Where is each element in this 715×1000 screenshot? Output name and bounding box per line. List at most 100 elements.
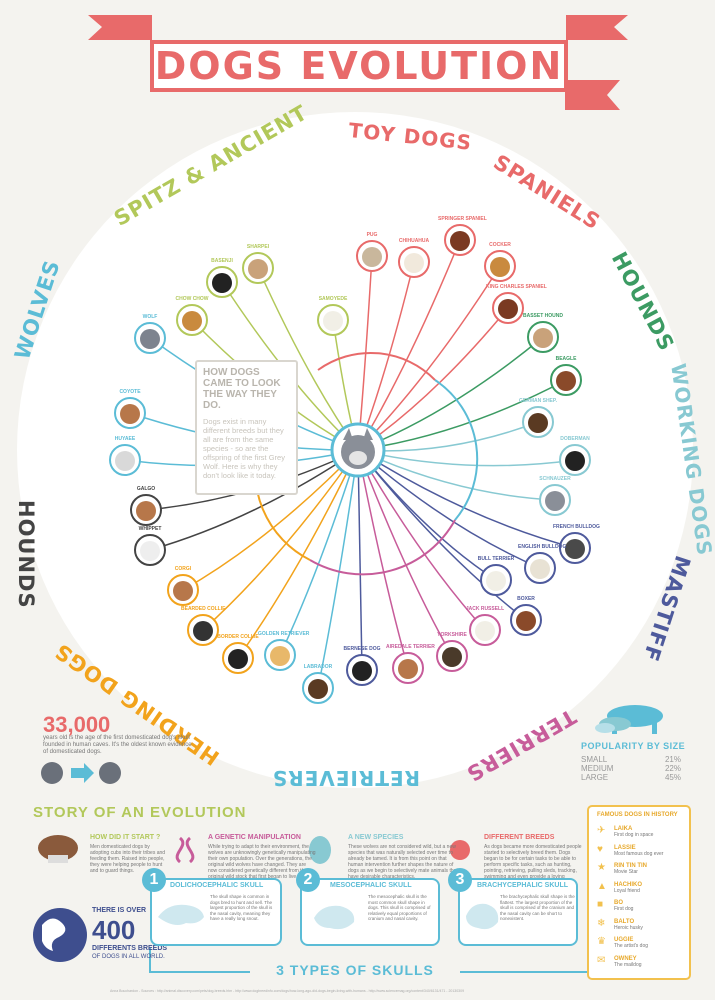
story-card-text: These wolves are not considered wild, bu…	[348, 844, 458, 880]
famous-dog-icon: ❄	[597, 917, 606, 929]
breeds-icon	[450, 840, 470, 860]
dog-face-icon	[530, 559, 550, 579]
famous-dog-item: LAIKA First dog in space	[614, 826, 688, 838]
popularity-value: 22%	[664, 764, 681, 773]
dog-name-label: BULL TERRIER	[477, 556, 515, 562]
famous-dog-desc: Most famous dog ever	[614, 850, 664, 857]
famous-dog-name: RIN TIN TIN	[614, 863, 647, 869]
dog-name-label: BASENJI	[211, 258, 233, 264]
breeds-number: 400	[92, 915, 136, 945]
dog-name-label: PUG	[366, 232, 378, 238]
famous-dog-name: BALTO	[614, 918, 635, 925]
famous-dog-name: LASSIE	[614, 844, 636, 851]
popularity-row: LARGE 45%	[581, 773, 681, 782]
wolf-head-icon	[41, 762, 63, 784]
intro-text: Dogs exist in many different breeds but …	[203, 417, 285, 480]
dog-name-label: WHIPPET	[138, 526, 162, 532]
dog-face-icon	[545, 491, 565, 511]
breeds-suffix: OF DOGS IN ALL WORLD.	[92, 954, 165, 960]
famous-dog-name: UGGIE	[614, 937, 634, 943]
famous-dog-icon: ✈	[597, 825, 606, 836]
dog-face-icon	[352, 661, 372, 681]
dog-face-icon	[193, 621, 213, 641]
dog-face-icon	[516, 611, 536, 631]
story-card-text: Men domesticated dogs by adopting cubs i…	[90, 844, 166, 874]
dog-face-icon	[228, 649, 248, 669]
dog-face-icon	[308, 679, 328, 699]
branch-line	[357, 449, 576, 549]
famous-dog-icon: ♥	[597, 843, 603, 855]
dog-face-icon	[140, 329, 160, 349]
dog-face-icon	[490, 257, 510, 277]
story-card-title: HOW DID IT START ?	[90, 834, 161, 841]
dog-name-label: BERNESE DOG	[343, 646, 381, 652]
dog-name-label: GALGO	[136, 486, 156, 492]
credits: Anna Bouchardon - Sources : http://anima…	[110, 989, 465, 993]
dog-face-icon	[182, 311, 202, 331]
dog-name-label: SCHNAUZER	[539, 476, 571, 482]
branch-line	[202, 449, 359, 631]
dog-name-label: CHOW CHOW	[175, 296, 209, 302]
dog-name-label: SPRINGER SPANIEL	[438, 216, 487, 222]
dog-name-label: CHIHUAHUA	[398, 238, 430, 244]
dog-name-label: AIREDALE TERRIER	[386, 644, 435, 650]
dog-face-icon	[248, 259, 268, 279]
dog-name-label: WOLF	[142, 314, 158, 320]
ribbon-tail-bottom	[565, 80, 620, 110]
branch-line	[357, 449, 527, 621]
skull-number: 2	[296, 868, 320, 892]
dna-icon	[175, 836, 195, 864]
dog-name-label: BEARDED COLLIE	[181, 606, 226, 612]
popularity-row: MEDIUM 22%	[581, 764, 681, 773]
famous-dog-icon: ■	[597, 899, 604, 910]
dog-face-icon	[323, 311, 343, 331]
branch-line	[357, 449, 541, 569]
branch-line	[357, 449, 363, 671]
group-hounds-left: HOUNDS	[14, 500, 38, 609]
dog-face-icon	[136, 501, 156, 521]
famous-dog-desc: First dog	[614, 906, 634, 912]
skull-short-icon	[466, 903, 499, 930]
famous-dog-desc: The maildog	[614, 961, 642, 968]
dog-face-icon	[398, 659, 418, 679]
dog-name-label: JACK RUSSELL	[465, 606, 505, 612]
dog-name-label: COCKER	[489, 242, 511, 248]
story-card-title: DIFFERENT BREEDS	[484, 834, 555, 841]
skull-text: The skull shape is common in dogs bred t…	[210, 894, 273, 921]
famous-dog-desc: Loyal friend	[614, 887, 640, 894]
dog-face-icon	[362, 247, 382, 267]
dog-face-icon	[173, 581, 193, 601]
group-retrievers: RETRIEVERS	[271, 766, 420, 790]
branch-line	[357, 449, 486, 631]
dog-name-label: BORDER COLLIE	[217, 634, 259, 640]
famous-dog-desc: Heroic husky	[614, 924, 643, 931]
intro-box: HOW DOGS CAME TO LOOK THE WAY THEY DO. D…	[195, 360, 298, 495]
dog-face-icon	[404, 253, 424, 273]
intro-title: HOW DOGS CAME TO LOOK THE WAY THEY DO.	[203, 367, 281, 411]
dog-name-label: BASSET HOUND	[522, 313, 563, 319]
dog-face-icon	[475, 621, 495, 641]
human-head-icon	[99, 762, 121, 784]
branch-line	[182, 449, 359, 591]
skull-medium-icon	[314, 905, 355, 930]
branch-line	[317, 449, 359, 689]
branch-line	[279, 449, 359, 656]
famous-title: FAMOUS DOGS IN HISTORY	[597, 812, 678, 818]
famous-dog-desc: First dog in space	[614, 832, 654, 838]
branch-line	[237, 449, 359, 659]
dog-head-icon	[38, 835, 78, 861]
famous-dog-item: LASSIE Most famous dog ever	[614, 845, 688, 857]
skull-text: The brachycephalic skull shape is the fl…	[500, 894, 575, 921]
dog-face-icon	[120, 404, 140, 424]
dog-name-label: HUYAEE	[114, 436, 136, 442]
dog-name-label: SAMOYEDE	[318, 296, 348, 302]
dog-name-label: ENGLISH BULLDOG	[518, 544, 567, 550]
dog-face-icon	[212, 273, 232, 293]
famous-dog-name: OWNEY	[614, 955, 637, 962]
dog-name-label: SHARPEI	[246, 244, 270, 250]
story-card-title: A GENETIC MANIPULATION	[208, 834, 301, 841]
famous-dog-item: HACHIKO Loyal friend	[614, 882, 688, 894]
ribbon-tail-left	[88, 15, 152, 40]
skulls-title: 3 TYPES OF SKULLS	[250, 962, 460, 978]
